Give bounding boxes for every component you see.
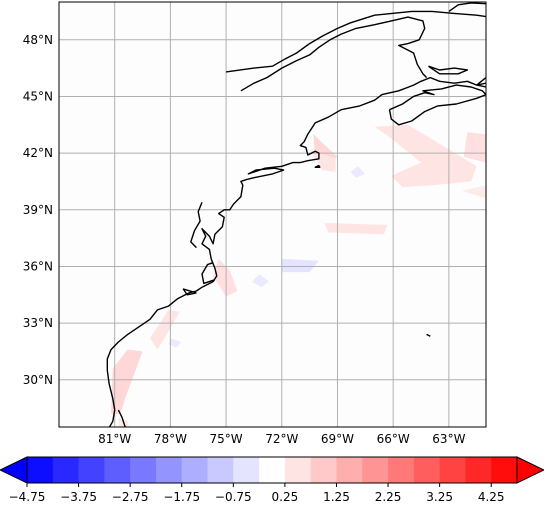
- coastline: [226, 10, 486, 73]
- anomaly-patch: [150, 309, 180, 350]
- anomaly-patch: [309, 149, 336, 172]
- coastline: [201, 262, 216, 285]
- latitude-tick-label: 45°N: [23, 89, 53, 103]
- latitude-tick-label: 42°N: [23, 146, 53, 160]
- colorbar-bin: [491, 457, 518, 483]
- colorbar-bin: [413, 457, 441, 483]
- latitude-tick-label: 36°N: [23, 259, 53, 273]
- latitude-tick-label: 39°N: [23, 203, 53, 217]
- colorbar-tick-label: 3.25: [426, 490, 453, 504]
- colorbar-bin: [78, 457, 105, 483]
- anomaly-patch: [168, 338, 182, 348]
- colorbar-bin: [259, 457, 286, 483]
- colorbar-bin: [27, 457, 54, 483]
- colorbar-bin: [465, 457, 492, 483]
- coastline: [448, 2, 486, 12]
- colorbar-bin: [181, 457, 208, 483]
- latitude-tick-labels: 48°N 45°N 42°N 39°N 36°N 33°N 30°N: [23, 33, 53, 387]
- coastline: [190, 201, 203, 249]
- colorbar-frame: [26, 456, 518, 484]
- colorbar-bin: [284, 457, 312, 483]
- anomaly-patch: [374, 124, 477, 188]
- anomaly-patch: [461, 185, 486, 199]
- longitude-tick-label: 75°W: [210, 432, 243, 446]
- colorbar-bin: [130, 457, 157, 483]
- colorbar-tick-label: 1.25: [323, 490, 350, 504]
- coastline: [240, 16, 428, 92]
- colorbar-tick-label: 2.25: [375, 490, 402, 504]
- colorbar-bin: [155, 457, 183, 483]
- colorbar-bin: [207, 457, 234, 483]
- coastline: [117, 409, 126, 427]
- anomaly-patch: [350, 166, 366, 178]
- latitude-tick-label: 48°N: [23, 33, 53, 47]
- anomaly-patch: [252, 274, 269, 288]
- anomaly-patch: [281, 258, 319, 273]
- colorbar-tick-label: −2.75: [112, 490, 149, 504]
- coastline: [106, 76, 486, 427]
- longitude-tick-label: 66°W: [377, 432, 410, 446]
- longitude-tick-label: 81°W: [98, 432, 131, 446]
- anomaly-patch: [463, 132, 486, 163]
- anomaly-patch: [111, 349, 143, 414]
- longitude-tick-label: 63°W: [432, 432, 465, 446]
- colorbar-bin: [233, 457, 260, 483]
- colorbar-bin: [52, 457, 79, 483]
- coastline: [388, 84, 486, 126]
- longitude-tick-labels: 81°W 78°W 75°W 72°W 69°W 66°W 63°W: [98, 432, 465, 446]
- colorbar-extend-low: [0, 456, 28, 484]
- colorbar-tick-label: −1.75: [163, 490, 200, 504]
- coastline: [314, 164, 321, 169]
- anomaly-patch: [213, 258, 238, 297]
- anomaly-field-layer: [111, 124, 486, 427]
- colorbar-bin: [362, 457, 389, 483]
- longitude-tick-label: 69°W: [321, 432, 354, 446]
- coastline: [428, 65, 469, 75]
- colorbar-tick-label: −4.75: [9, 490, 46, 504]
- colorbar-extend-high: [516, 456, 544, 484]
- colorbar-tick-label: −0.75: [215, 490, 252, 504]
- map-area: [58, 1, 487, 428]
- longitude-tick-label: 78°W: [154, 432, 187, 446]
- coastline: [182, 288, 197, 296]
- colorbar-bin: [388, 457, 415, 483]
- colorbar-tick-label: 4.25: [478, 490, 505, 504]
- colorbar-bin: [439, 457, 466, 483]
- latitude-tick-label: 33°N: [23, 316, 53, 330]
- coastline: [426, 333, 431, 337]
- colorbar-tick-label: −3.75: [60, 490, 97, 504]
- colorbar-bin: [104, 457, 131, 483]
- colorbar-tick-label: 0.25: [272, 490, 299, 504]
- coastlines: [106, 2, 486, 427]
- colorbar-bin: [336, 457, 363, 483]
- longitude-tick-label: 72°W: [265, 432, 298, 446]
- gridlines: [59, 2, 486, 427]
- colorbar-bin: [310, 457, 337, 483]
- anomaly-patch: [324, 223, 388, 235]
- map-frame: [58, 1, 487, 428]
- colorbar: −4.75 −3.75 −2.75 −1.75 −0.75 0.25 1.25 2.25 3.2…: [0, 456, 544, 504]
- latitude-tick-label: 30°N: [23, 373, 53, 387]
